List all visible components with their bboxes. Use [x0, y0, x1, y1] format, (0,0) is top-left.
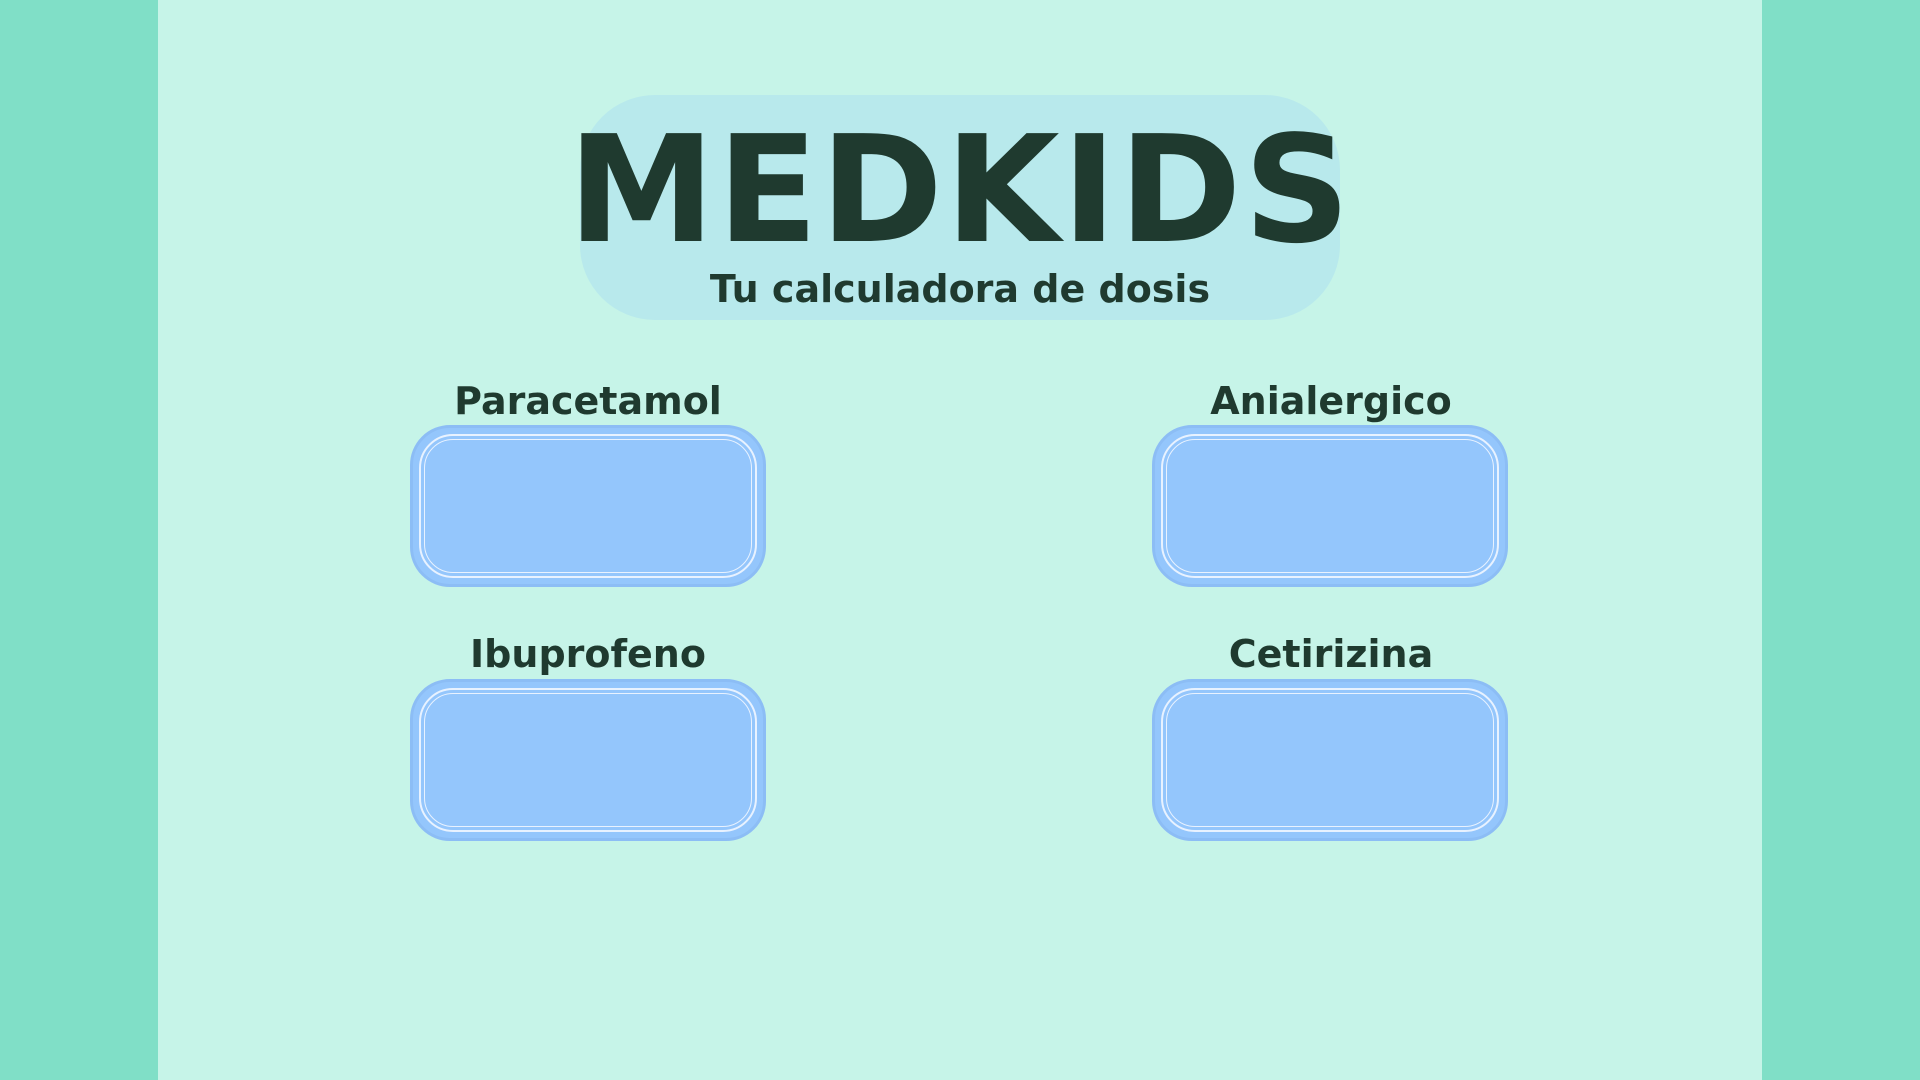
app-subtitle: Tu calculadora de dosis — [709, 267, 1211, 311]
paracetamol-dose-field[interactable] — [410, 425, 766, 587]
anialergico-dose-field[interactable] — [1152, 425, 1508, 587]
anialergico-label: Anialergico — [1210, 379, 1452, 423]
paracetamol-dose-value — [413, 428, 763, 584]
anialergico-dose-value — [1155, 428, 1505, 584]
ibuprofeno-dose-value — [413, 682, 763, 838]
ibuprofeno-dose-field[interactable] — [410, 679, 766, 841]
app-title: MEDKIDS — [567, 104, 1353, 276]
ibuprofeno-label: Ibuprofeno — [470, 632, 706, 676]
cetirizina-dose-value — [1155, 682, 1505, 838]
cetirizina-label: Cetirizina — [1228, 632, 1434, 676]
cetirizina-dose-field[interactable] — [1152, 679, 1508, 841]
paracetamol-label: Paracetamol — [454, 379, 722, 423]
title-badge — [580, 95, 1340, 320]
